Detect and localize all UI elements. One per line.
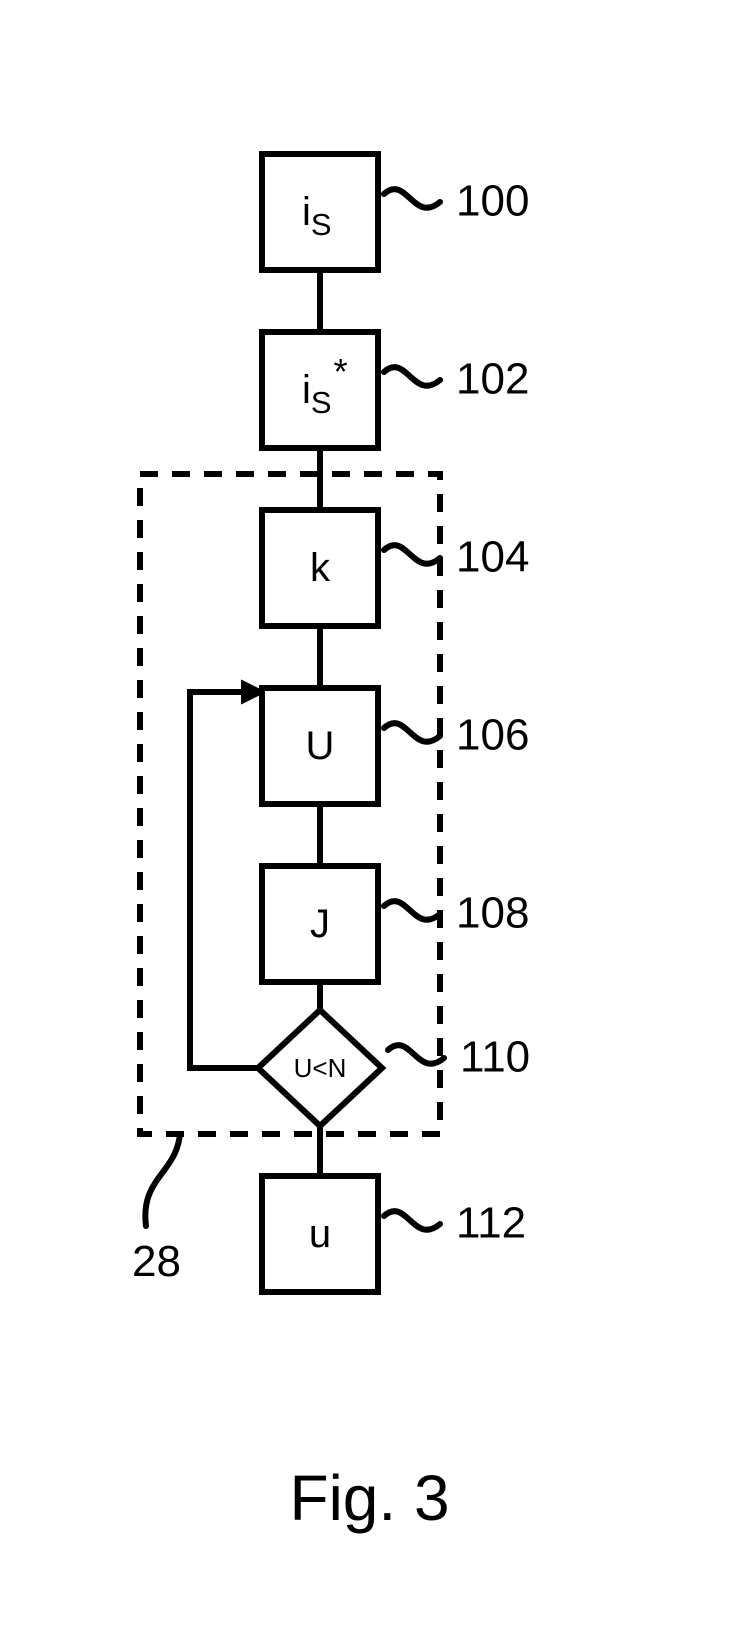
ref-label: 100 bbox=[456, 176, 529, 225]
node-label: u bbox=[309, 1212, 331, 1256]
node-label: k bbox=[310, 546, 331, 590]
callout-squiggle bbox=[384, 723, 440, 742]
callout-squiggle bbox=[145, 1134, 180, 1226]
callout-squiggle bbox=[384, 901, 440, 920]
flow-node-n110: U<N 110 bbox=[258, 1010, 530, 1126]
node-label: U bbox=[306, 724, 335, 768]
flow-node-n112: u 112 bbox=[262, 1176, 526, 1292]
node-label: J bbox=[310, 902, 330, 946]
ref-label: 112 bbox=[456, 1198, 526, 1247]
ref-label: 102 bbox=[456, 354, 529, 403]
node-label: U<N bbox=[294, 1053, 347, 1083]
callout-squiggle bbox=[384, 1211, 440, 1230]
callout-squiggle bbox=[384, 367, 440, 386]
flow-node-n102: iS*102 bbox=[262, 332, 529, 448]
figure-caption: Fig. 3 bbox=[289, 1462, 449, 1534]
ref-label-dashed: 28 bbox=[132, 1237, 181, 1286]
flow-node-n106: U 106 bbox=[262, 688, 529, 804]
callout-squiggle bbox=[384, 545, 440, 564]
ref-label: 104 bbox=[456, 532, 529, 581]
ref-label: 108 bbox=[456, 888, 529, 937]
callout-squiggle bbox=[388, 1045, 444, 1064]
ref-label: 110 bbox=[460, 1032, 530, 1081]
flow-node-n108: J 108 bbox=[262, 866, 529, 982]
flow-node-n100: iS100 bbox=[262, 154, 529, 270]
callout-squiggle bbox=[384, 189, 440, 208]
flow-node-n104: k 104 bbox=[262, 510, 529, 626]
feedback-edge bbox=[190, 692, 262, 1068]
ref-label: 106 bbox=[456, 710, 529, 759]
